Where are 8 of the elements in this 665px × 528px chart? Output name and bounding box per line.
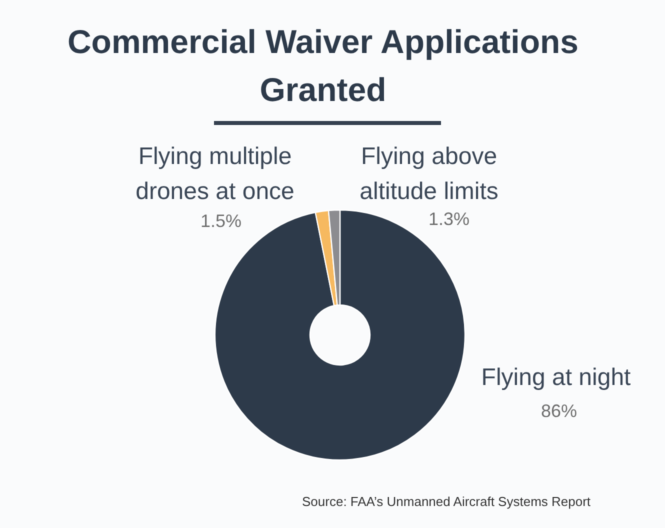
data-label: 86% <box>540 401 578 421</box>
source-note: Source: FAA’s Unmanned Aircraft Systems Report <box>302 494 591 510</box>
chart-title: Commercial Waiver Applications Granted <box>66 22 580 110</box>
slice-label: Flying at night <box>481 364 632 391</box>
data-label: 1.3% <box>428 209 470 229</box>
slice-label: Flying above altitude limits <box>360 143 498 205</box>
data-label: 1.5% <box>200 211 242 231</box>
slice-label: Flying multiple drones at once <box>136 143 294 205</box>
